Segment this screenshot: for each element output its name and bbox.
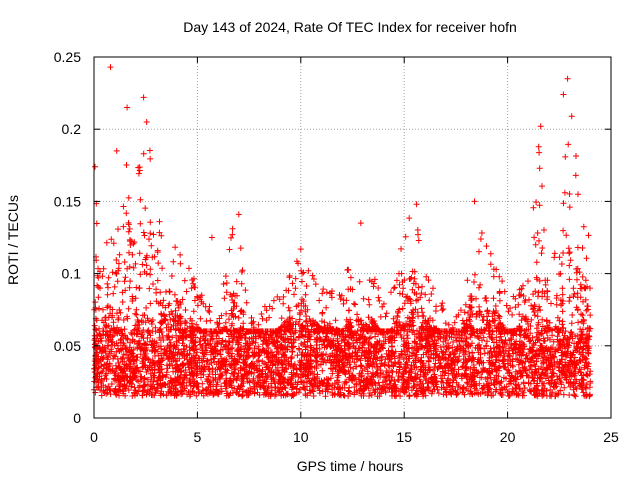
y-axis-label: ROTI / TECUs — [5, 195, 21, 285]
y-tick-label: 0.1 — [62, 266, 82, 282]
x-tick-label: 5 — [194, 429, 202, 445]
y-tick-label: 0 — [73, 410, 81, 426]
x-tick-label: 20 — [500, 429, 516, 445]
axis-ticks — [93, 56, 612, 419]
y-tick-label: 0.05 — [54, 338, 81, 354]
x-axis-label: GPS time / hours — [297, 458, 404, 474]
y-tick-label: 0.15 — [54, 193, 81, 209]
y-tick-labels: 0 0.05 0.1 0.15 0.2 0.25 — [54, 49, 81, 426]
x-tick-labels: 0 5 10 15 20 25 — [90, 429, 619, 445]
y-tick-label: 0.2 — [62, 121, 82, 137]
x-tick-label: 10 — [293, 429, 309, 445]
x-tick-label: 25 — [603, 429, 619, 445]
chart-title: Day 143 of 2024, Rate Of TEC Index for r… — [183, 19, 517, 35]
data-points — [91, 64, 594, 400]
y-tick-label: 0.25 — [54, 49, 81, 65]
x-tick-label: 0 — [90, 429, 98, 445]
roti-series-markers — [91, 64, 594, 400]
plot-frame — [93, 56, 612, 419]
x-tick-label: 15 — [396, 429, 412, 445]
